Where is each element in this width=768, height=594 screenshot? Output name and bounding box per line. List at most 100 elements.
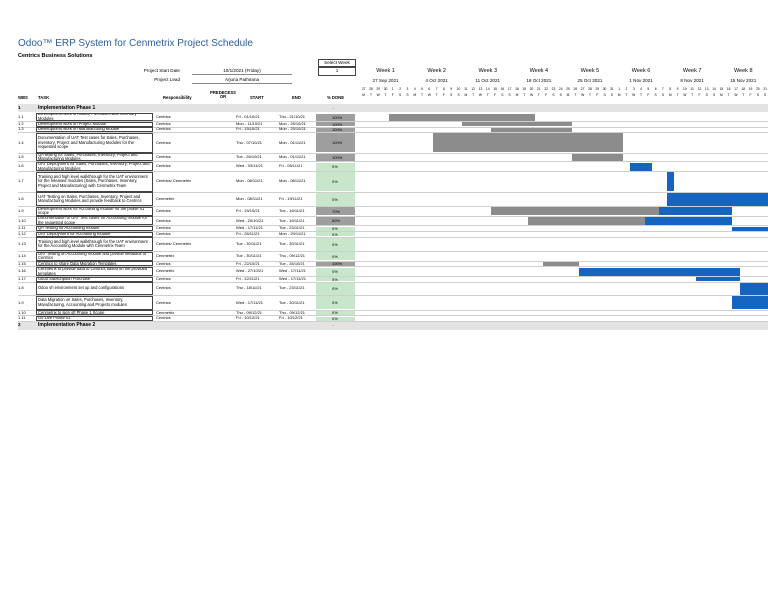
gantt-bar[interactable]	[491, 127, 572, 132]
task-percent-done[interactable]: 0%	[316, 172, 355, 192]
day-number: 8	[443, 87, 445, 91]
gantt-bar[interactable]	[659, 207, 733, 216]
task-percent-done[interactable]: 0%	[316, 252, 355, 261]
row-divider	[18, 295, 768, 297]
day-number: 21	[763, 87, 767, 91]
task-percent-done[interactable]: 0%	[316, 192, 355, 206]
phase-end: -	[332, 104, 334, 110]
task-end: Fri - 05/11/21	[279, 163, 303, 169]
task-name: UAT Testing on Accounting module and pro…	[36, 251, 153, 261]
day-letter: S	[406, 93, 409, 97]
day-number: 19	[522, 87, 527, 91]
task-percent-done[interactable]: 100%	[316, 261, 355, 266]
day-number: 28	[369, 87, 373, 91]
gantt-bar[interactable]	[644, 216, 733, 225]
day-letter: T	[369, 93, 372, 97]
task-end: Tue - 23/11/21	[279, 225, 305, 231]
task-percent-done[interactable]: 0%	[316, 310, 355, 315]
task-wbs: 1.13	[18, 240, 26, 246]
task-percent-done[interactable]: 0%	[316, 296, 355, 310]
day-letter: T	[676, 93, 679, 97]
week-date: 11 Oct 2021	[475, 78, 501, 83]
task-end: Mon - 01/11/21	[279, 154, 306, 160]
task-name: Training and high level walkthrough for …	[36, 237, 153, 252]
task-percent-done[interactable]: 0%	[316, 277, 355, 282]
task-end: Tue - 30/11/21	[279, 240, 305, 246]
day-letter: W	[632, 93, 636, 97]
gantt-bar[interactable]	[579, 267, 740, 276]
gantt-bar[interactable]	[666, 192, 768, 206]
task-percent-done[interactable]: 70%	[316, 207, 355, 216]
gantt-bar[interactable]	[732, 226, 768, 231]
task-name: Development work on Manufacturing Module	[36, 127, 153, 133]
task-name: UAT Deployment for Sales, Purchases, Inv…	[36, 162, 153, 171]
day-letter: W	[683, 93, 687, 97]
task-end: Fri - 19/11/21	[279, 195, 303, 201]
task-percent-done[interactable]: 0%	[316, 226, 355, 231]
row-divider	[18, 171, 768, 172]
day-number: 6	[654, 87, 657, 91]
day-letter: F	[596, 93, 599, 97]
gantt-bar[interactable]	[491, 207, 660, 216]
day-number: 19	[748, 87, 753, 91]
task-start: Wed - 17/11/21	[236, 225, 263, 231]
gantt-bar[interactable]	[630, 162, 652, 171]
task-percent-done[interactable]: 0%	[316, 267, 355, 276]
task-percent-done[interactable]: 100%	[316, 122, 355, 127]
day-number: 30	[383, 87, 388, 91]
task-end: Tue - 26/10/21	[279, 260, 305, 266]
select-week-label: Select Week	[318, 59, 356, 67]
gantt-bar[interactable]	[666, 172, 674, 192]
gantt-bar[interactable]	[732, 296, 768, 310]
task-responsibility: Centrics	[156, 154, 171, 160]
col-responsibility: Responsibility	[163, 95, 192, 100]
task-end: Mon - 29/11/21	[279, 230, 306, 236]
task-percent-done[interactable]: 100%	[316, 133, 355, 153]
gantt-bar[interactable]	[739, 282, 768, 295]
day-number: 9	[450, 87, 453, 91]
day-letter: S	[399, 93, 402, 97]
task-start: Fri - 12/11/21	[236, 275, 260, 281]
task-start: Fri - 15/10/21	[236, 126, 260, 132]
task-percent-done[interactable]: 100%	[316, 113, 355, 121]
task-end: Wed - 17/11/21	[279, 268, 306, 274]
day-number: 12	[471, 87, 475, 91]
gantt-bar[interactable]	[542, 261, 579, 266]
task-percent-done[interactable]: 0%	[316, 282, 355, 295]
task-percent-done[interactable]: 0%	[316, 316, 355, 321]
week-title: Week 3	[478, 68, 497, 74]
gantt-bar[interactable]	[433, 133, 623, 153]
gantt-bar[interactable]	[389, 113, 536, 121]
task-percent-done[interactable]: 0%	[316, 237, 355, 251]
task-wbs: 1.11	[18, 225, 26, 231]
project-start-value[interactable]: 10/1/2021 (Friday)	[192, 68, 292, 75]
select-week-input[interactable]: 1	[318, 67, 356, 76]
day-letter: M	[464, 93, 468, 97]
task-percent-done[interactable]: 100%	[316, 127, 355, 132]
day-number: 24	[558, 87, 563, 91]
phase-row	[18, 104, 768, 112]
task-responsibility: Centrics	[156, 113, 171, 119]
task-percent-done[interactable]: 60%	[316, 216, 355, 225]
gantt-bar[interactable]	[527, 216, 645, 225]
task-end: Mon - 08/11/21	[279, 178, 306, 184]
task-percent-done[interactable]: 0%	[316, 232, 355, 237]
task-start: Wed - 03/11/21	[236, 163, 263, 169]
row-divider	[18, 121, 768, 122]
gantt-bar[interactable]	[695, 277, 740, 282]
task-responsibility: Centrics	[156, 230, 171, 236]
task-responsibility: Centrics	[156, 208, 171, 213]
task-end: Fri - 10/12/21	[279, 315, 303, 321]
gantt-bar[interactable]	[462, 122, 572, 127]
task-percent-done[interactable]: 0%	[316, 162, 355, 171]
task-start: Fri - 26/11/21	[236, 230, 260, 236]
task-percent-done[interactable]: 100%	[316, 153, 355, 161]
day-letter: S	[508, 93, 511, 97]
task-name: UAT Testing on Sales, Purchases, Invento…	[36, 192, 153, 207]
day-letter: S	[764, 93, 767, 97]
project-lead-value[interactable]: Arjuna Pathirana	[192, 77, 292, 84]
row-divider	[18, 126, 768, 128]
gantt-bar[interactable]	[571, 153, 623, 161]
day-number: 15	[719, 87, 724, 91]
day-number: 23	[551, 87, 556, 91]
